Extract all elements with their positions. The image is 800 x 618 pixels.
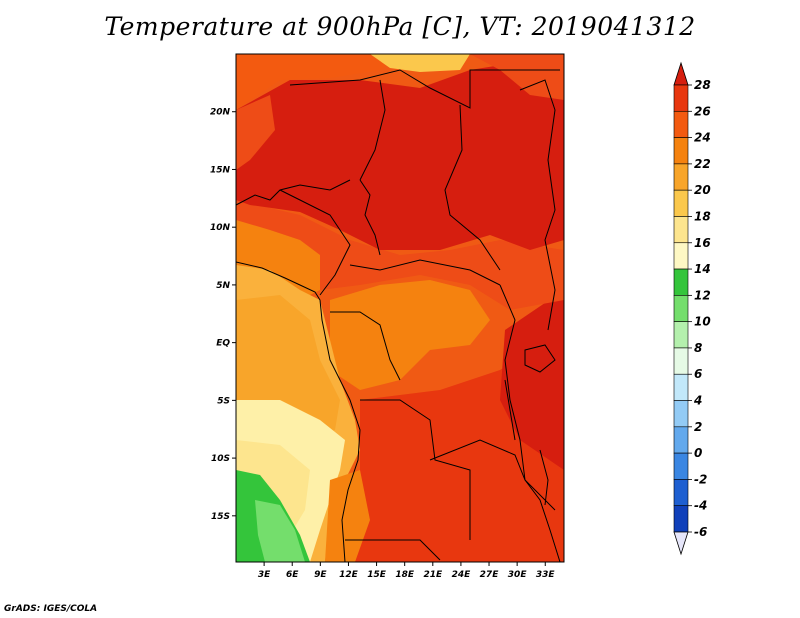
- colorbar-label: 24: [694, 131, 711, 145]
- lat-label: 5N: [216, 281, 230, 291]
- lake-victoria: [524, 344, 556, 373]
- lon-label: 12E: [339, 570, 359, 580]
- colorbar-label: -4: [694, 499, 707, 513]
- zone-southwest-lightgreen: [255, 500, 305, 562]
- lon-label: 21E: [423, 570, 443, 580]
- temperature-field: [236, 54, 564, 562]
- border-angola: [360, 399, 471, 540]
- lat-label: 10N: [210, 223, 231, 233]
- border-car: [349, 259, 501, 286]
- colorbar-label: 22: [694, 157, 711, 171]
- lon-label: 6E: [286, 570, 299, 580]
- zone-north-top: [236, 54, 400, 110]
- lon-label: 33E: [536, 570, 556, 580]
- colorbar-label: 20: [694, 183, 711, 197]
- colorbar-under-triangle: [673, 531, 689, 556]
- lat-label: 15N: [210, 165, 231, 175]
- colorbar-label: 4: [693, 394, 702, 408]
- border-chad-sudan: [444, 104, 501, 271]
- colorbar-label: 2: [694, 420, 702, 434]
- zone-north-yellow: [370, 54, 470, 72]
- colorbar-swatch: [673, 505, 689, 533]
- lon-label: 18E: [395, 570, 415, 580]
- coastline-west: [236, 261, 361, 562]
- lon-label: 24E: [452, 570, 472, 580]
- colorbar-swatch: [673, 216, 689, 244]
- colorbar-label: -6: [694, 525, 707, 539]
- lon-label: 15E: [367, 570, 387, 580]
- colorbar-label: 6: [694, 367, 702, 381]
- lake-malawi: [539, 449, 549, 506]
- colorbar-swatch: [673, 373, 689, 401]
- colorbar-swatch: [673, 295, 689, 322]
- border-libya-egypt: [289, 69, 560, 109]
- colorbar-label: 14: [694, 262, 711, 276]
- lon-label: 3E: [258, 570, 271, 580]
- borders: [236, 69, 561, 562]
- border-zambia: [429, 439, 556, 511]
- colorbar-swatch: [673, 452, 689, 480]
- colorbar-swatch: [673, 426, 689, 454]
- lat-label: 10S: [211, 454, 230, 464]
- colorbar-label: -2: [694, 472, 707, 486]
- colorbar-swatch: [673, 347, 689, 375]
- colorbar-over-triangle: [673, 61, 689, 86]
- border-mozambique: [524, 479, 561, 562]
- colorbar-label: 18: [694, 209, 711, 223]
- colorbar-swatch: [673, 137, 689, 165]
- colorbar-label: 28: [694, 78, 711, 92]
- zone-northwest-orange: [236, 95, 275, 170]
- lat-label: EQ: [216, 339, 230, 349]
- colorbar-label: 26: [694, 104, 711, 118]
- colorbar-label: 8: [694, 341, 702, 355]
- colorbar-label: 10: [694, 315, 711, 329]
- map-frame: [235, 53, 565, 563]
- border-drc-east: [499, 284, 526, 481]
- zone-central-light: [330, 280, 490, 390]
- border-south: [345, 539, 441, 561]
- colorbar-swatch: [673, 400, 689, 428]
- colorbar-swatch: [673, 479, 689, 507]
- colorbar-swatch: [673, 163, 689, 191]
- lon-label: 9E: [314, 570, 327, 580]
- colorbar-swatch: [673, 321, 689, 349]
- zone-northeast-orange: [470, 54, 564, 100]
- colorbar-label: 16: [694, 236, 711, 250]
- lon-label: 30E: [508, 570, 528, 580]
- border-lake-chad-region: [359, 179, 381, 256]
- colorbar-label: 0: [694, 446, 702, 460]
- border-west-coast-north: [236, 179, 351, 206]
- border-niger-chad: [359, 79, 386, 181]
- lon-label: 27E: [480, 570, 500, 580]
- colorbar-swatch: [673, 84, 689, 112]
- colorbar-swatch: [673, 189, 689, 217]
- lake-tanganyika: [504, 379, 516, 441]
- latitude-axis: 20N 15N 10N 5N EQ 5S 10S 15S: [210, 108, 236, 522]
- colorbar-swatch: [673, 242, 689, 270]
- border-nigeria-cameroon: [279, 189, 351, 296]
- lat-label: 15S: [211, 512, 230, 522]
- zone-northern-interior: [236, 62, 564, 250]
- colorbar-swatch: [673, 110, 689, 138]
- longitude-axis: 3E 6E 9E 12E 15E 18E 21E 24E 27E 30E 33E: [258, 562, 556, 580]
- lat-label: 20N: [210, 108, 231, 118]
- zone-south-transition: [325, 470, 370, 562]
- border-congo: [330, 311, 401, 381]
- lat-label: 5S: [217, 396, 230, 406]
- colorbar-swatch: [673, 268, 689, 296]
- credit-label: GrADS: IGES/COLA: [4, 604, 98, 614]
- colorbar-label: 12: [694, 288, 711, 302]
- map-title: Temperature at 900hPa [C], VT: 201904131…: [104, 12, 696, 41]
- border-east-africa: [519, 79, 556, 331]
